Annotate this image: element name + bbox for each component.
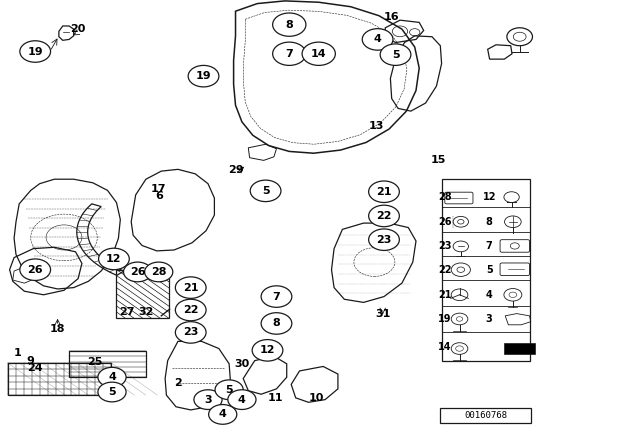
Text: 4: 4 — [486, 290, 493, 300]
Circle shape — [20, 259, 51, 280]
Text: 20: 20 — [70, 24, 86, 34]
Text: 26: 26 — [28, 265, 43, 275]
Text: 2: 2 — [174, 378, 182, 388]
Text: 19: 19 — [196, 71, 211, 81]
Circle shape — [302, 42, 335, 65]
Text: 8: 8 — [486, 217, 493, 227]
Text: 1: 1 — [14, 348, 22, 358]
Text: 4: 4 — [238, 395, 246, 405]
Text: 9: 9 — [27, 356, 35, 366]
Circle shape — [369, 205, 399, 227]
Bar — [442, 179, 530, 361]
Text: 19: 19 — [28, 47, 43, 56]
Text: 31: 31 — [375, 310, 390, 319]
Text: 3: 3 — [486, 314, 493, 324]
Text: 7: 7 — [273, 292, 280, 302]
Circle shape — [362, 29, 393, 50]
Circle shape — [99, 248, 129, 270]
Circle shape — [228, 390, 256, 409]
Circle shape — [175, 322, 206, 343]
Circle shape — [261, 286, 292, 307]
Text: 24: 24 — [28, 363, 43, 373]
Text: 32: 32 — [138, 307, 154, 317]
Text: 5: 5 — [262, 186, 269, 196]
Text: 4: 4 — [374, 34, 381, 44]
Text: 25: 25 — [87, 357, 102, 367]
Text: 13: 13 — [369, 121, 384, 131]
Text: 12: 12 — [106, 254, 122, 264]
Text: 23: 23 — [183, 327, 198, 337]
Circle shape — [175, 277, 206, 298]
Text: 19: 19 — [438, 314, 452, 324]
Circle shape — [194, 390, 222, 409]
Text: 00160768: 00160768 — [464, 411, 508, 420]
Text: 5: 5 — [486, 265, 493, 275]
Circle shape — [261, 313, 292, 334]
Text: 28: 28 — [151, 267, 166, 277]
Circle shape — [252, 340, 283, 361]
Text: 22: 22 — [438, 265, 452, 275]
Text: 6: 6 — [155, 191, 163, 201]
Circle shape — [369, 229, 399, 250]
Text: 15: 15 — [431, 155, 446, 165]
Circle shape — [124, 262, 152, 282]
Circle shape — [369, 181, 399, 202]
Circle shape — [98, 367, 126, 387]
Text: 7: 7 — [285, 49, 293, 59]
Circle shape — [380, 44, 411, 65]
Text: 21: 21 — [438, 290, 452, 300]
Text: 17: 17 — [151, 184, 166, 194]
Text: 7: 7 — [486, 241, 493, 251]
Text: 14: 14 — [311, 49, 326, 59]
Circle shape — [145, 262, 173, 282]
Text: 27: 27 — [119, 307, 134, 317]
Text: 4: 4 — [108, 372, 116, 382]
Bar — [69, 351, 146, 377]
Text: 21: 21 — [376, 187, 392, 197]
Circle shape — [98, 382, 126, 402]
Text: 23: 23 — [438, 241, 452, 251]
Text: 21: 21 — [183, 283, 198, 293]
Circle shape — [273, 42, 306, 65]
Bar — [8, 363, 111, 395]
Text: 11: 11 — [268, 393, 283, 403]
Text: 30: 30 — [234, 359, 250, 369]
Circle shape — [20, 41, 51, 62]
Circle shape — [215, 380, 243, 400]
Text: 8: 8 — [273, 319, 280, 328]
Text: 10: 10 — [309, 393, 324, 403]
Bar — [116, 270, 169, 318]
Text: 12: 12 — [260, 345, 275, 355]
Circle shape — [188, 65, 219, 87]
Text: 29: 29 — [228, 165, 243, 175]
Circle shape — [273, 13, 306, 36]
Text: 5: 5 — [392, 50, 399, 60]
Circle shape — [209, 405, 237, 424]
Text: 8: 8 — [285, 20, 293, 30]
Text: 26: 26 — [130, 267, 145, 277]
Text: 4: 4 — [219, 409, 227, 419]
Text: 18: 18 — [50, 324, 65, 334]
Circle shape — [250, 180, 281, 202]
Text: 22: 22 — [183, 305, 198, 315]
Text: 12: 12 — [483, 192, 496, 202]
Text: 28: 28 — [438, 192, 452, 202]
Bar — [504, 343, 534, 354]
Text: 23: 23 — [376, 235, 392, 245]
Text: 22: 22 — [376, 211, 392, 221]
Circle shape — [175, 299, 206, 321]
Text: 5: 5 — [225, 385, 233, 395]
Text: 16: 16 — [384, 12, 399, 22]
Text: 14: 14 — [438, 342, 452, 352]
Text: 26: 26 — [438, 217, 452, 227]
Text: 3: 3 — [204, 395, 212, 405]
Text: 5: 5 — [108, 387, 116, 397]
